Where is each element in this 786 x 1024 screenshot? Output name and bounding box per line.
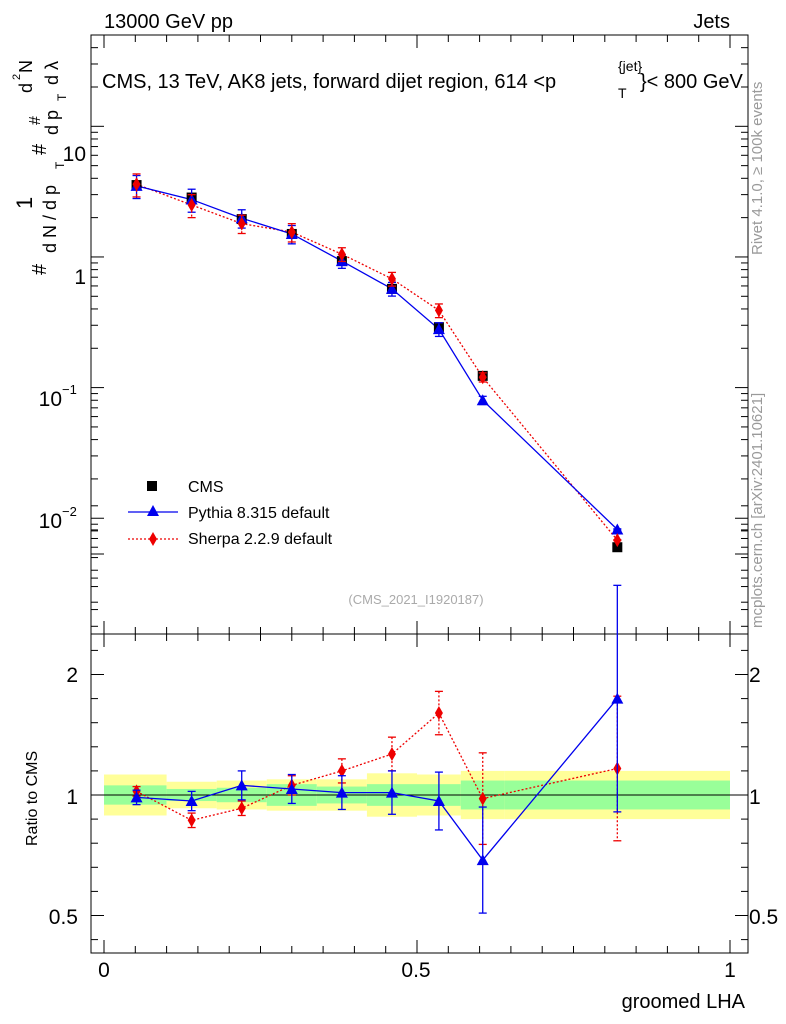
ratio-y-tick-label: 2 (66, 664, 78, 687)
plot-title: CMS, 13 TeV, AK8 jets, forward dijet reg… (102, 58, 744, 101)
y-tick-label: 10 (63, 143, 86, 166)
sherpa-ratio-point (237, 801, 246, 816)
x-tick-label: 0.5 (401, 959, 430, 982)
x-axis-title: groomed LHA (622, 991, 746, 1013)
ylabel-part: # (27, 116, 44, 125)
main-y-tick-0.1: 10 −1 (39, 382, 77, 411)
title-subscript: T (618, 85, 627, 101)
pythia-ratio-point (335, 786, 348, 798)
main-ylabel: # 1 d N / d p T # d 2 N # d p T d λ (11, 60, 69, 275)
ylabel-part: T (53, 161, 67, 169)
analysis-id: (CMS_2021_I1920187) (348, 592, 483, 607)
main-y-tick-1: 1 (74, 266, 86, 289)
ylabel-part: d λ (42, 61, 62, 85)
sherpa-ratio-point (434, 706, 443, 721)
mcplots-credit: mcplots.cern.ch [arXiv:2401.10621] (749, 393, 766, 628)
sherpa-data-point (287, 225, 296, 240)
ratio-ylabel: Ratio to CMS (24, 751, 41, 846)
pythia-ratio-point (185, 795, 198, 807)
sherpa-data-point (132, 177, 141, 192)
title-text: CMS, 13 TeV, AK8 jets, forward dijet reg… (102, 71, 556, 93)
pythia-data-point (476, 394, 489, 406)
y-tick-label: 1 (74, 266, 86, 289)
sherpa-ratio-point (337, 763, 346, 778)
sherpa-data-point (434, 303, 443, 318)
pythia-ratio-point (235, 779, 248, 791)
legend-marker-pythia (147, 505, 159, 516)
rivet-version: Rivet 4.1.0, ≥ 100k events (749, 82, 766, 255)
main-y-tick-10: 10 (63, 143, 86, 166)
sherpa-data-point (337, 247, 346, 262)
cms-data-point (612, 542, 623, 553)
ylabel-part: 1 (12, 197, 37, 209)
pythia-data-point (611, 523, 624, 535)
legend: CMS Pythia 8.315 default Sherpa 2.2.9 de… (128, 479, 333, 548)
legend-marker-sherpa (149, 532, 157, 546)
pythia-data-point (432, 323, 445, 335)
ylabel-part: d p (42, 110, 62, 135)
pythia-ratio-point (432, 795, 445, 807)
y-tick-label: 10 (39, 388, 62, 411)
pythia-ratio-point (476, 854, 489, 866)
sherpa-ratio-point (187, 813, 196, 828)
sherpa-data-point (237, 216, 246, 231)
ratio-y-tick-label: 0.5 (49, 906, 78, 929)
ylabel-part: # (29, 263, 51, 275)
title-end: }< 800 GeV (640, 71, 744, 93)
ratio-frame (90, 633, 749, 954)
pythia-ratio-point (611, 692, 624, 704)
legend-label: Sherpa 2.2.9 default (188, 531, 333, 548)
ylabel-part: # (29, 143, 51, 155)
pythia-ratio-point (385, 786, 398, 798)
ratio-y-tick-label-right: 0.5 (749, 906, 778, 929)
ylabel-part: T (55, 93, 69, 101)
pythia-ratio-point (130, 791, 143, 803)
legend-label: Pythia 8.315 default (188, 505, 330, 522)
ratio-y-tick-label: 1 (66, 786, 78, 809)
main-y-tick-0.01: 10 −2 (39, 504, 77, 533)
sherpa-data-point (478, 370, 487, 385)
sherpa-ratio-point (478, 791, 487, 806)
legend-label: CMS (188, 479, 224, 496)
ylabel-part: N (16, 60, 36, 73)
ylabel-part: d N / d p (40, 185, 60, 253)
sherpa-data-point (613, 533, 622, 548)
pythia-ratio-point (285, 782, 298, 794)
chart-dynamic-layer (90, 34, 749, 954)
sherpa-ratio-point (387, 747, 396, 762)
y-tick-label: 10 (39, 510, 62, 533)
y-tick-exponent: −2 (62, 504, 77, 519)
x-tick-label: 0 (98, 959, 110, 982)
legend-marker-cms (147, 481, 157, 491)
ratio-y-tick-label-right: 1 (749, 786, 761, 809)
beam-label: 13000 GeV pp (104, 11, 233, 33)
category-label: Jets (693, 11, 730, 33)
y-tick-exponent: −1 (62, 382, 77, 397)
ylabel-part: d (16, 83, 36, 93)
title-superscript: {jet} (618, 58, 642, 74)
ratio-y-tick-label-right: 2 (749, 664, 761, 687)
ylabel-part: 2 (11, 74, 23, 80)
pythia-line (136, 185, 618, 530)
sherpa-data-point (387, 271, 396, 286)
sherpa-data-point (187, 197, 196, 212)
x-tick-label: 1 (724, 959, 736, 982)
pythia-data-point (385, 282, 398, 294)
